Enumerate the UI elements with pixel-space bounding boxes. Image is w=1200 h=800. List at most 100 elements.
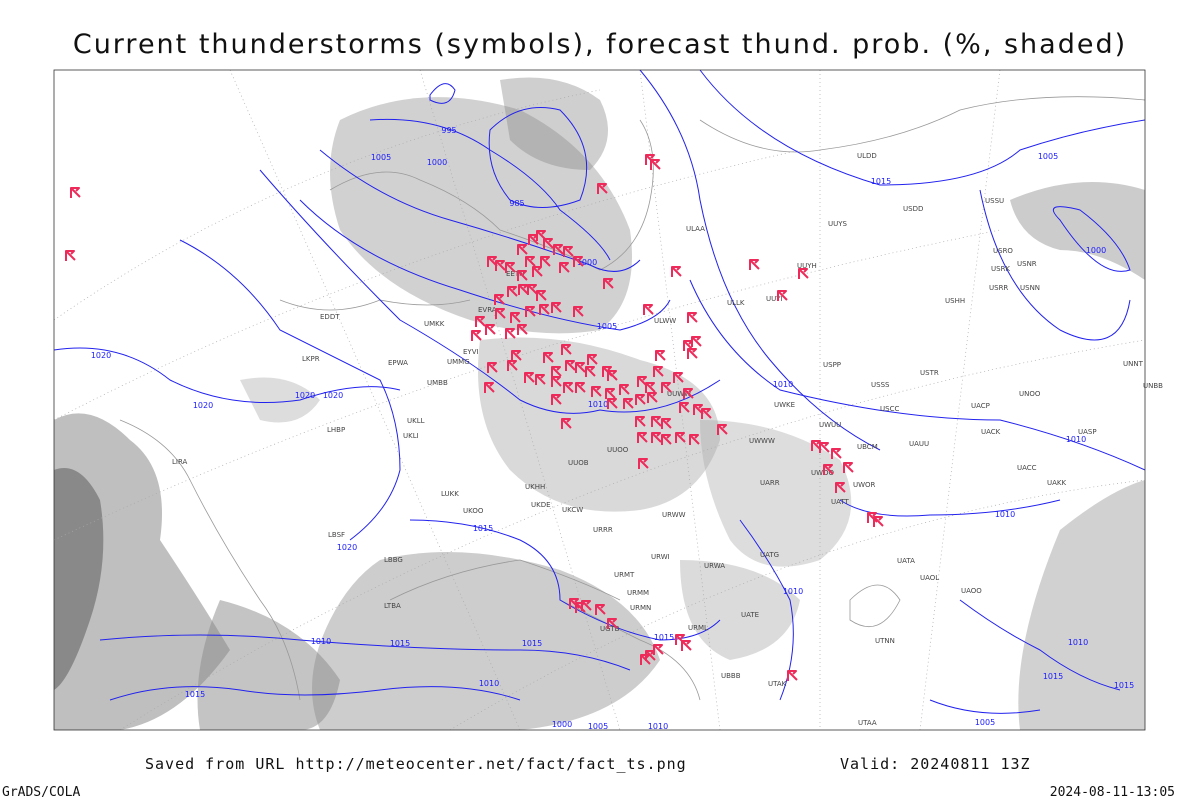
station-label: UKDE [531,501,551,509]
thunderstorm-symbol [595,604,606,615]
thunderstorm-symbol [484,382,495,393]
isobar-label: 1015 [185,690,205,699]
station-label: EYVI [463,348,479,356]
thunderstorm-symbol [559,262,570,273]
thunderstorm-symbol [843,462,854,473]
station-label: UNNT [1123,360,1144,368]
thunderstorm-symbol [653,366,664,377]
station-label: UAOL [920,574,939,582]
thunderstorm-symbol [635,416,646,427]
station-label: UKLI [403,432,419,440]
thunderstorm-symbol [532,266,543,277]
thunderstorm-symbol [561,418,572,429]
thunderstorm-symbol [525,306,536,317]
thunderstorm-symbol [535,374,546,385]
station-label: UMBB [427,379,448,387]
isobar-label: 1005 [975,718,995,727]
thunderstorm-symbol [573,306,584,317]
thunderstorm-symbol [495,260,506,271]
thunderstorm-symbol [647,392,658,403]
source-url: Saved from URL http://meteocenter.net/fa… [145,755,687,773]
station-label: UUOB [568,459,589,467]
map-title: Current thunderstorms (symbols), forecas… [73,29,1127,60]
station-label: URWI [651,553,670,561]
thunderstorm-symbol [494,294,505,305]
station-label: UTAA [858,719,877,727]
station-label: UAUU [909,440,929,448]
station-label: UAKK [1047,479,1067,487]
station-label: ULWW [654,317,676,325]
isobar-label: 1015 [522,639,542,648]
station-label: UMMG [447,358,470,366]
thunderstorm-symbol [573,256,584,267]
station-label: ULAA [686,225,705,233]
station-label: UKCW [562,506,583,514]
isobar-label: 1020 [295,391,315,400]
isobar-label: 1015 [1114,681,1134,690]
station-label: UWUU [819,421,841,429]
isobar-label: 985 [509,199,524,208]
thunderstorm-symbol [645,382,656,393]
station-label: UUYH [797,262,817,270]
thunderstorm-symbol [518,284,529,295]
thunderstorm-symbol [553,244,564,255]
station-label: UTAK [768,680,787,688]
thunderstorm-symbol [524,372,535,383]
thunderstorm-symbol [798,268,809,279]
station-label: LTBA [384,602,401,610]
thunderstorm-symbol [561,344,572,355]
station-label: USNR [1017,260,1037,268]
station-label: LUKK [441,490,459,498]
station-label: ULLK [727,299,745,307]
thunderstorm-symbol [551,376,562,387]
station-label: UBCM [857,443,878,451]
thunderstorm-symbol [661,418,672,429]
station-label: LKPR [302,355,320,363]
thunderstorm-symbol [536,290,547,301]
station-label: EVRA [478,306,497,314]
station-label: URWW [662,511,686,519]
thunderstorm-symbol [640,654,651,665]
thunderstorm-symbol [487,362,498,373]
station-label: UKHH [525,483,545,491]
isobar-label: 1005 [371,153,391,162]
thunderstorm-symbol [543,352,554,363]
thunderstorm-symbol [607,618,618,629]
thunderstorm-symbol [653,644,664,655]
thunderstorm-symbol [605,388,616,399]
thunderstorm-symbol [749,259,760,270]
thunderstorm-symbol [528,234,539,245]
station-label: UKLL [407,417,425,425]
station-label: UATT [831,498,850,506]
station-label: USTR [920,369,939,377]
thunderstorm-symbol [507,360,518,371]
thunderstorm-symbol [823,464,834,475]
station-label: UATE [741,611,759,619]
valid-time: Valid: 20240811 13Z [840,755,1031,773]
station-label: URMM [627,589,649,597]
station-label: UUYS [828,220,848,228]
station-label: USPP [823,361,841,369]
thunderstorm-symbol [551,366,562,377]
isobar-label: 1015 [1043,672,1063,681]
isobar-label: 995 [441,126,456,135]
thunderstorm-symbol [597,183,608,194]
isobar-label: 1000 [552,720,572,729]
station-label: UACC [1017,464,1037,472]
station-label: UWOO [811,469,835,477]
station-label: USSU [985,197,1004,205]
thunderstorm-symbol [679,402,690,413]
station-label: UWKE [774,401,795,409]
station-label: USRR [989,284,1008,292]
station-label: EETN [506,270,524,278]
isobar-label: 1010 [311,637,331,646]
station-label: UNOO [1019,390,1041,398]
thunderstorm-symbol [787,670,798,681]
isobar-label: 1000 [427,158,447,167]
station-label: UAOO [961,587,982,595]
thunderstorm-symbol [471,330,482,341]
station-label: URRR [593,526,613,534]
software: GrADS/COLA [2,785,80,800]
thunderstorm-symbol [777,290,788,301]
map-frame [53,69,1146,731]
